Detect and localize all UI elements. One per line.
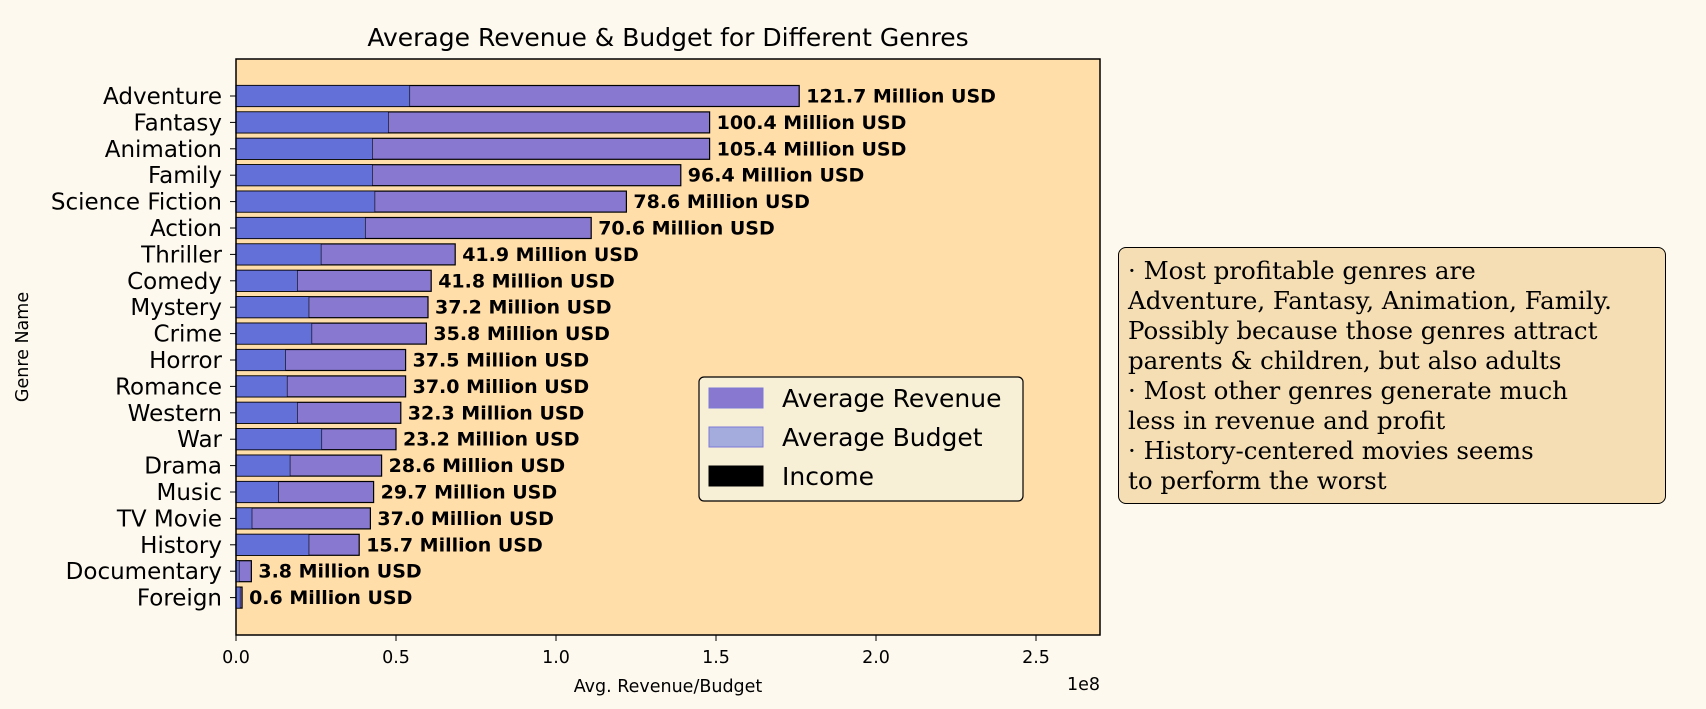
data-label: 37.0 Million USD — [377, 508, 554, 530]
data-label: 96.4 Million USD — [688, 165, 865, 187]
budget-bar — [235, 507, 253, 530]
data-label: 100.4 Million USD — [717, 112, 907, 134]
annotation-line: to perform the worst — [1128, 466, 1387, 495]
annotation-line: Adventure, Fantasy, Animation, Family. — [1128, 286, 1612, 315]
legend-label: Average Revenue — [782, 384, 1001, 413]
data-label: 35.8 Million USD — [433, 323, 610, 345]
y-tick-label: Science Fiction — [51, 190, 222, 216]
y-tick-label: Romance — [115, 374, 222, 400]
chart-title: Average Revenue & Budget for Different G… — [367, 23, 968, 52]
data-label: 32.3 Million USD — [408, 402, 585, 424]
budget-bar — [235, 111, 389, 134]
annotation-line: · Most profitable genres are — [1128, 256, 1476, 285]
annotation-line: · History-centered movies seems — [1128, 436, 1534, 465]
y-tick-label: Mystery — [130, 295, 222, 321]
y-tick-label: Documentary — [66, 559, 222, 585]
revenue-bar — [235, 507, 371, 530]
data-label: 78.6 Million USD — [633, 191, 810, 213]
budget-bar — [235, 164, 373, 186]
data-label: 70.6 Million USD — [598, 218, 775, 240]
annotation-line: · Most other genres generate much — [1128, 376, 1568, 405]
y-tick-label: War — [177, 427, 222, 453]
x-tick-label: 0.0 — [222, 648, 250, 668]
legend-swatch — [708, 465, 764, 487]
y-tick-label: Family — [148, 163, 222, 189]
legend-box — [698, 376, 1024, 502]
data-label: 3.8 Million USD — [258, 561, 421, 583]
y-tick-label: Action — [150, 216, 222, 242]
y-tick-label: Thriller — [140, 242, 222, 268]
data-label: 28.6 Million USD — [389, 455, 566, 477]
data-label: 37.5 Million USD — [413, 350, 590, 372]
budget-bar — [235, 217, 366, 239]
y-tick-label: Crime — [154, 322, 222, 348]
budget-bar — [235, 481, 279, 503]
budget-bar — [235, 322, 313, 345]
annotation-line: parents & children, but also adults — [1128, 346, 1562, 375]
y-tick-label: Western — [128, 401, 222, 427]
x-offset-text: 1e8 — [1067, 675, 1100, 695]
budget-bar — [235, 533, 310, 556]
x-tick-label: 2.5 — [1022, 648, 1050, 668]
y-tick-label: Music — [157, 480, 222, 506]
annotation-line: Possibly because those genres attract — [1128, 316, 1598, 345]
plot-frame — [235, 58, 1101, 636]
budget-bar — [235, 243, 322, 266]
data-label: 41.9 Million USD — [462, 244, 639, 266]
budget-bar — [235, 454, 291, 477]
annotation-box: · Most profitable genres are Adventure, … — [1118, 247, 1666, 504]
data-label: 37.0 Million USD — [413, 376, 590, 398]
y-tick-label: Foreign — [137, 586, 222, 612]
y-tick-label: Fantasy — [134, 110, 223, 136]
data-label: 37.2 Million USD — [435, 297, 612, 319]
data-label: 29.7 Million USD — [381, 482, 558, 504]
y-tick-label: Horror — [149, 348, 222, 374]
data-label: 105.4 Million USD — [717, 138, 907, 160]
budget-bar — [235, 401, 298, 424]
legend-label: Income — [782, 462, 874, 491]
y-axis-label: Genre Name — [13, 292, 33, 402]
y-tick-label: TV Movie — [116, 506, 222, 532]
budget-bar — [235, 138, 373, 160]
legend-label: Average Budget — [782, 423, 983, 452]
budget-bar — [235, 428, 323, 451]
y-tick-label: Animation — [105, 137, 222, 163]
x-tick-label: 0.5 — [382, 648, 410, 668]
data-label: 23.2 Million USD — [403, 429, 580, 451]
budget-bar — [235, 269, 298, 292]
y-tick-label: Adventure — [103, 84, 222, 110]
legend-swatch — [708, 426, 764, 448]
budget-bar — [235, 85, 411, 107]
data-label: 0.6 Million USD — [249, 587, 412, 609]
x-tick-label: 2.0 — [862, 648, 890, 668]
data-label: 41.8 Million USD — [438, 270, 615, 292]
budget-bar — [235, 190, 376, 213]
y-tick-label: Drama — [144, 454, 222, 480]
legend-swatch — [708, 387, 764, 409]
y-tick-label: Comedy — [127, 269, 222, 295]
budget-bar — [235, 375, 288, 398]
annotation-line: less in revenue and profit — [1128, 406, 1446, 435]
x-axis-label: Avg. Revenue/Budget — [574, 677, 763, 697]
budget-bar — [235, 349, 286, 371]
budget-bar — [235, 296, 310, 319]
x-tick-label: 1.5 — [702, 648, 730, 668]
x-tick-label: 1.0 — [542, 648, 570, 668]
data-label: 15.7 Million USD — [366, 534, 543, 556]
y-tick-label: History — [140, 533, 222, 559]
data-label: 121.7 Million USD — [806, 86, 996, 108]
